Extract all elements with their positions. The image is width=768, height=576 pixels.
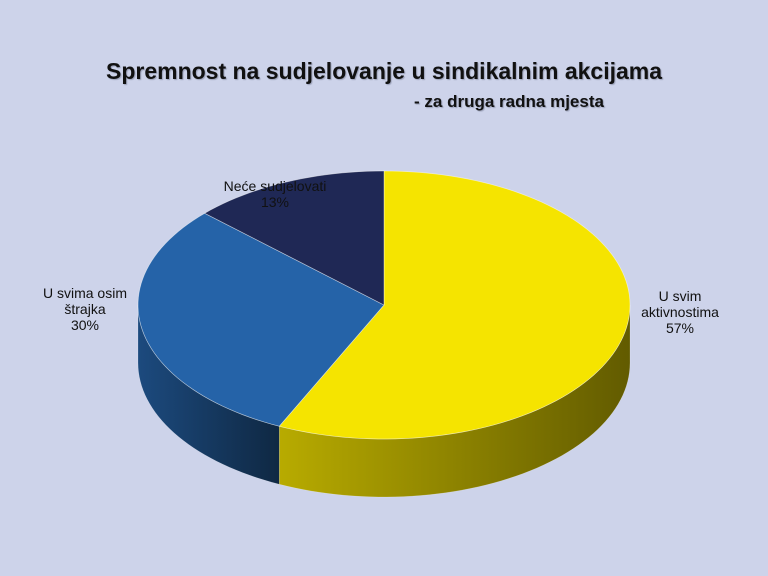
label-category: U svima osim štrajka xyxy=(42,285,127,317)
label-value: 13% xyxy=(260,194,290,210)
slice xyxy=(137,212,385,427)
slice-label: U svim aktivnostima 57% xyxy=(630,288,730,336)
label-value: 57% xyxy=(665,320,695,336)
label-category: Neće sudjelovati xyxy=(223,178,327,194)
label-category: U svim aktivnostima xyxy=(641,288,719,320)
slice xyxy=(278,170,631,440)
label-value: 30% xyxy=(70,317,100,333)
slice xyxy=(203,170,385,306)
chart-subtitle: - za druga radna mjesta xyxy=(414,92,604,111)
chart-title: Spremnost na sudjelovanje u sindikalnim … xyxy=(105,58,663,84)
slice-label: Neće sudjelovati 13% xyxy=(205,178,345,210)
slice-label: U svima osim štrajka 30% xyxy=(30,285,140,333)
